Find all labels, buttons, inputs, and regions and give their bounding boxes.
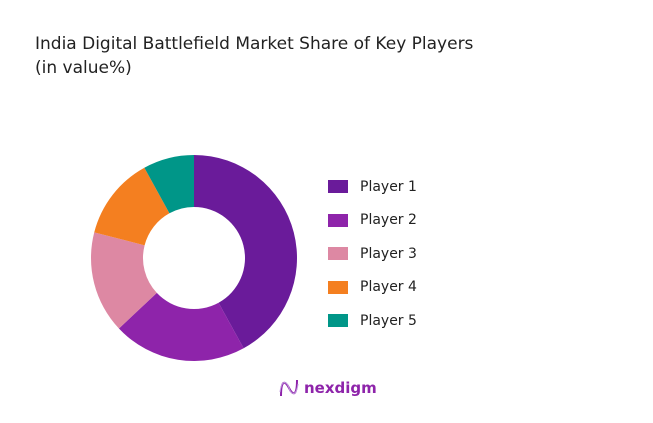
legend-swatch: [328, 314, 348, 328]
legend-label: Player 1: [360, 178, 417, 195]
legend-item: Player 3: [328, 237, 417, 271]
slice-player-4: [94, 167, 170, 246]
legend-item: Player 2: [328, 204, 417, 238]
legend-swatch: [328, 213, 348, 227]
slice-player-2: [118, 292, 244, 361]
legend-item: Player 1: [328, 170, 417, 204]
legend-label: Player 2: [360, 212, 417, 229]
legend: Player 1 Player 2 Player 3 Player 4 Player 5: [328, 170, 417, 338]
brand-name: nexdigm: [304, 379, 377, 397]
legend-label: Player 3: [360, 245, 417, 262]
legend-item: Player 4: [328, 271, 417, 305]
chart-title: India Digital Battlefield Market Share o…: [35, 32, 473, 80]
slice-player-5: [144, 155, 194, 214]
brand-logo: nexdigm: [278, 378, 377, 398]
nexdigm-logo-icon: [279, 379, 299, 397]
legend-swatch: [328, 180, 348, 194]
title-line: India Digital Battlefield Market Share o…: [35, 34, 474, 54]
subtitle-line: (in value%): [35, 58, 132, 78]
legend-swatch: [328, 280, 348, 294]
slice-player-3: [91, 232, 157, 329]
slice-player-1: [194, 155, 297, 349]
legend-label: Player 4: [360, 279, 417, 296]
legend-item: Player 5: [328, 304, 417, 338]
legend-swatch: [328, 247, 348, 261]
legend-label: Player 5: [360, 312, 417, 329]
